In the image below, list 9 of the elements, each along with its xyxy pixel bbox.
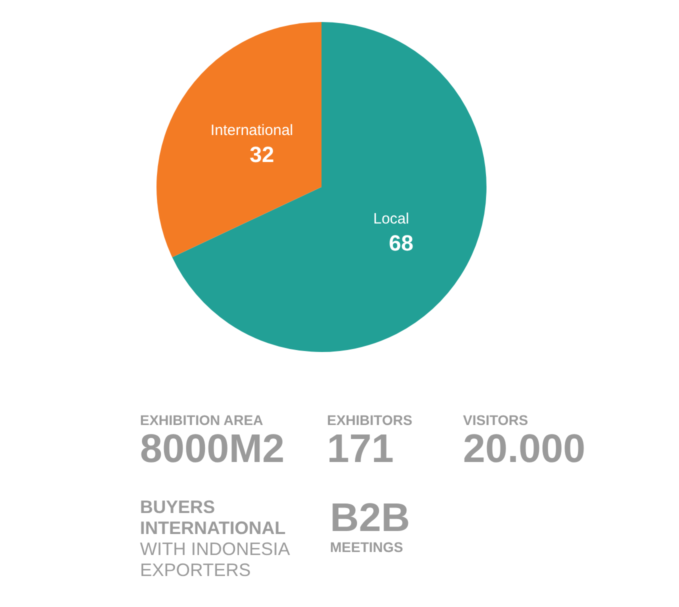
data-label: 68 <box>388 230 414 256</box>
data-label: 32 <box>250 142 274 167</box>
slice-label: Local <box>373 210 410 228</box>
text: EXHIBITION AREA 8000M2 <box>140 412 285 471</box>
text: VISITORS 20.000 <box>463 412 586 471</box>
text: B2B MEETINGS <box>330 496 410 555</box>
text: BUYERS INTERNATIONAL WITH INDONESIA EXPORTERS <box>140 497 290 581</box>
slice-label: International <box>210 122 294 139</box>
text: EXHIBITORS 171 <box>327 412 412 471</box>
